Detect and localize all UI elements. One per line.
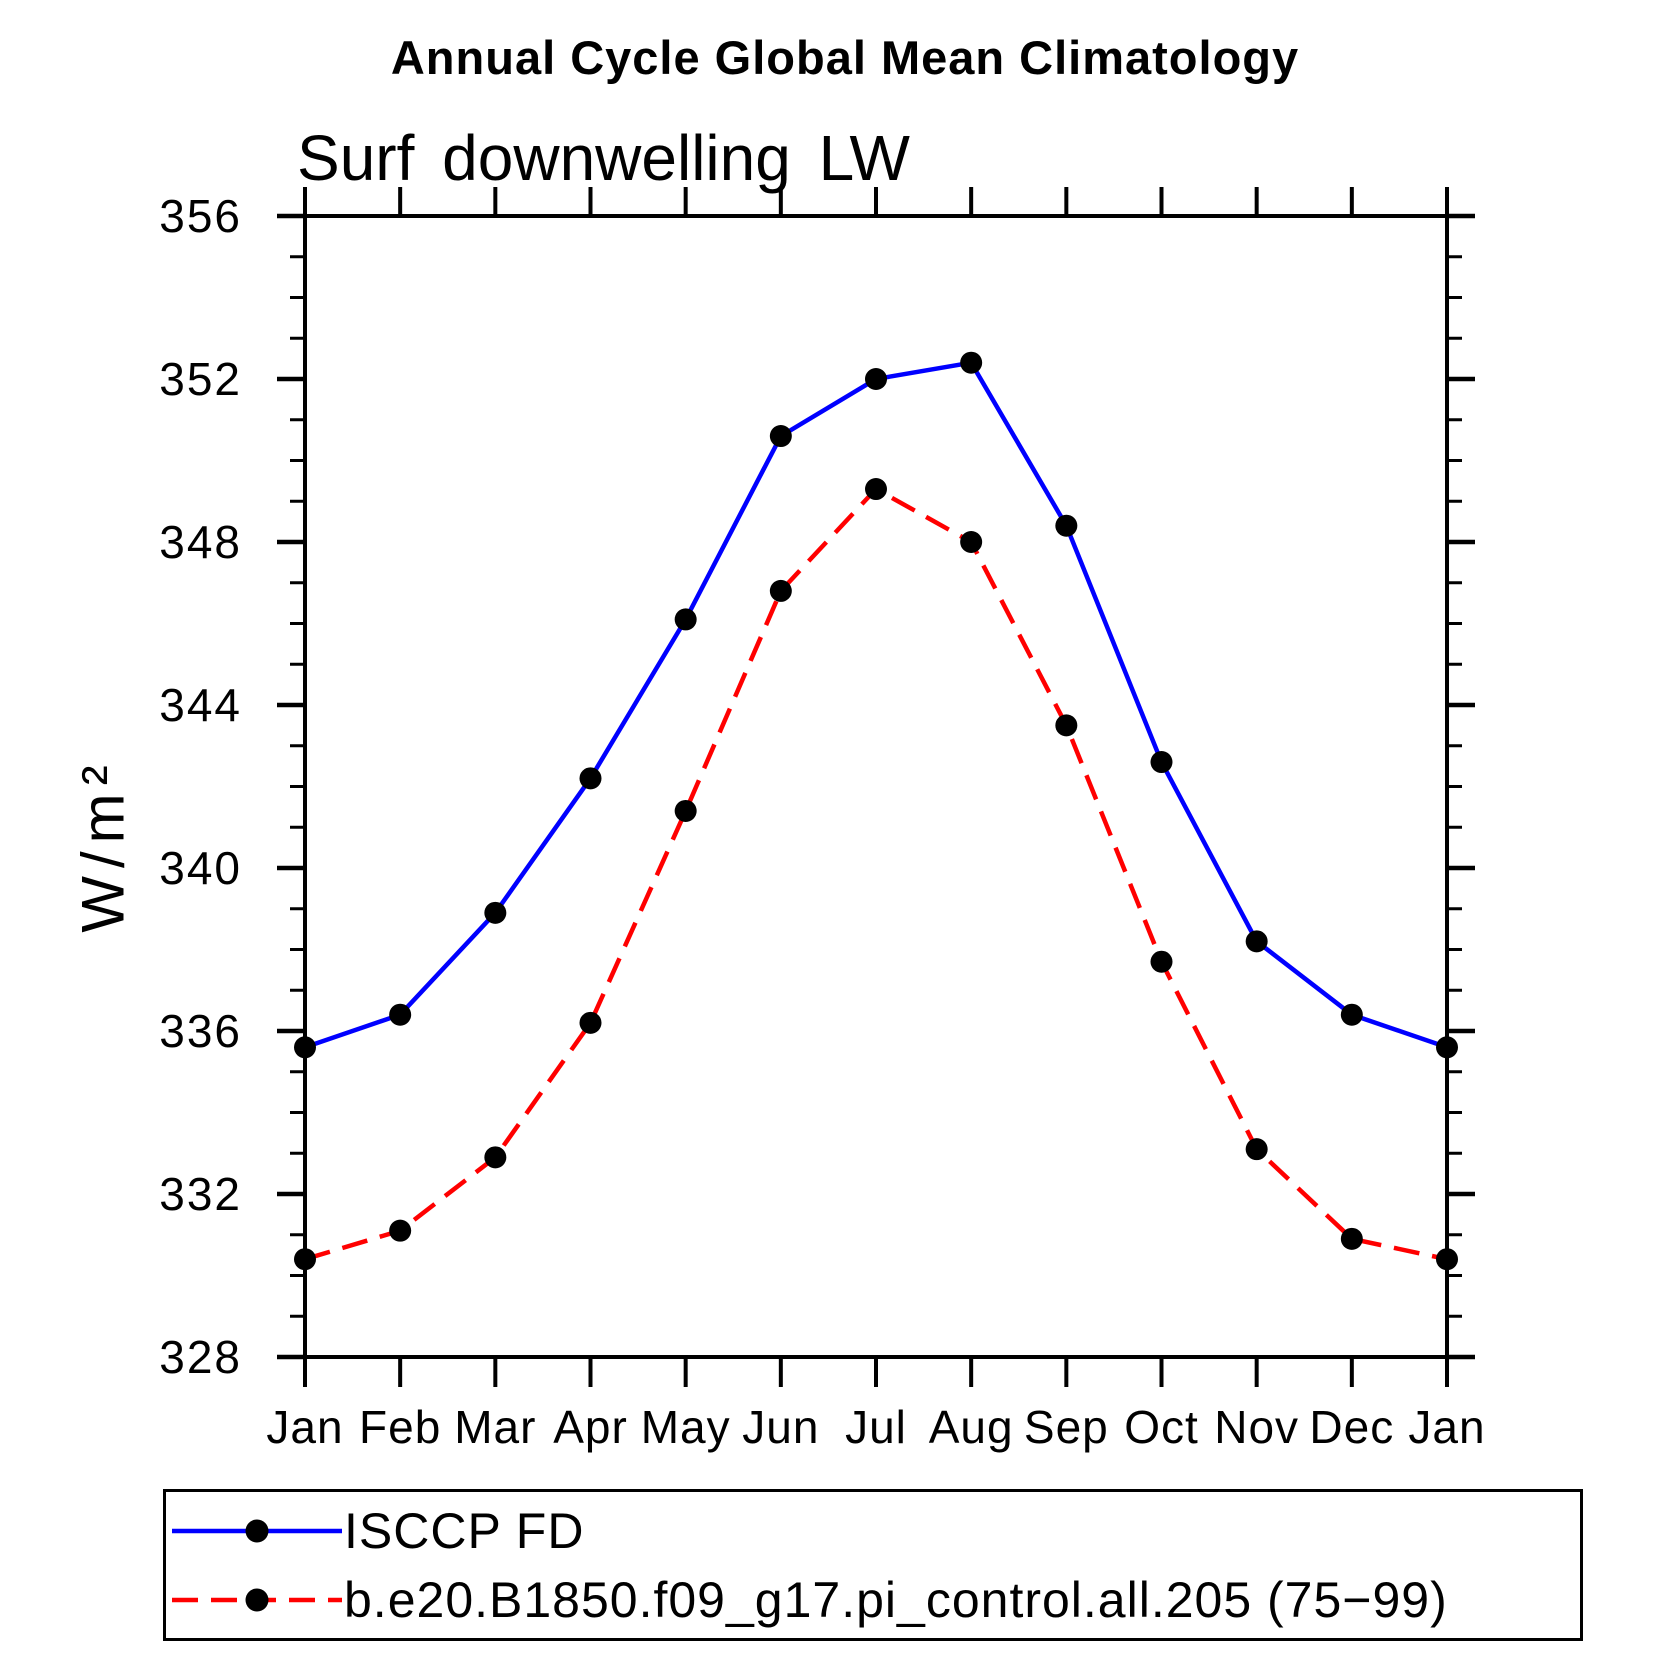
legend-box: ISCCP FD b.e20.B1850.f09_g17.pi_control.…: [163, 1489, 1583, 1641]
data-point-series-1: [865, 478, 887, 501]
series-line-1: [304, 486, 1448, 1262]
data-point-series-0: [1436, 1036, 1458, 1059]
x-tick-label: Sep: [1024, 1401, 1109, 1453]
y-tick-label: 328: [159, 1331, 242, 1383]
x-tick-label: Mar: [454, 1401, 536, 1453]
data-point-series-0: [960, 351, 983, 374]
data-point-series-1: [1055, 714, 1078, 737]
legend-label-isccp: ISCCP FD: [344, 1502, 585, 1559]
legend-sample-solid: [172, 1519, 342, 1542]
data-point-series-0: [484, 901, 507, 924]
data-point-series-1: [484, 1146, 507, 1169]
y-tick-label: 356: [159, 190, 242, 242]
data-point-series-1: [960, 531, 983, 553]
legend-sample-dashed: [172, 1588, 342, 1611]
series-line-0: [304, 360, 1448, 1050]
data-point-series-0: [674, 608, 697, 631]
legend-marker-dot-icon: [245, 1519, 269, 1542]
legend-label-model: b.e20.B1850.f09_g17.pi_control.all.205 (…: [344, 1571, 1448, 1628]
data-point-series-0: [1245, 930, 1268, 953]
data-point-series-1: [389, 1219, 412, 1242]
x-tick-label: Nov: [1214, 1401, 1299, 1453]
data-point-series-1: [674, 799, 697, 822]
x-tick-label: Jun: [742, 1401, 819, 1453]
x-tick-label: Dec: [1309, 1401, 1394, 1453]
y-tick-label: 332: [159, 1168, 242, 1220]
x-tick-label: Jan: [266, 1401, 343, 1453]
y-tick-label: 336: [159, 1005, 242, 1057]
chart-subtitle: Surf downwelling LW: [297, 122, 910, 194]
x-tick-label: Oct: [1124, 1401, 1199, 1453]
legend-entry-isccp: ISCCP FD: [172, 1499, 1580, 1563]
data-point-series-1: [1436, 1248, 1458, 1271]
data-point-series-1: [1150, 950, 1173, 973]
data-point-series-0: [865, 368, 887, 390]
x-tick-label: Apr: [553, 1401, 628, 1453]
data-point-series-1: [769, 579, 792, 602]
y-tick-label: 340: [159, 842, 242, 894]
data-point-series-0: [389, 1003, 412, 1026]
data-point-series-0: [769, 425, 792, 448]
y-tick-label: 344: [159, 679, 242, 731]
x-tick-label: Aug: [929, 1401, 1014, 1453]
data-point-series-1: [294, 1248, 316, 1271]
data-point-series-0: [294, 1036, 316, 1059]
legend-entry-model: b.e20.B1850.f09_g17.pi_control.all.205 (…: [172, 1568, 1580, 1632]
legend-marker-dot-icon: [245, 1588, 269, 1611]
data-point-series-1: [1340, 1227, 1363, 1250]
data-point-series-0: [1340, 1003, 1363, 1026]
x-tick-label: Feb: [359, 1401, 441, 1453]
data-point-series-1: [579, 1011, 602, 1034]
x-tick-label: May: [641, 1401, 731, 1453]
y-tick-label: 352: [159, 353, 242, 405]
y-tick-label: 348: [159, 516, 242, 568]
x-tick-label: Jan: [1408, 1401, 1485, 1453]
chart-title: Annual Cycle Global Mean Climatology: [390, 31, 1300, 84]
x-tick-label: Jul: [845, 1401, 907, 1453]
data-point-series-0: [1150, 751, 1173, 774]
data-point-series-0: [1055, 514, 1078, 537]
data-point-series-0: [579, 767, 602, 790]
data-point-series-1: [1245, 1138, 1268, 1161]
